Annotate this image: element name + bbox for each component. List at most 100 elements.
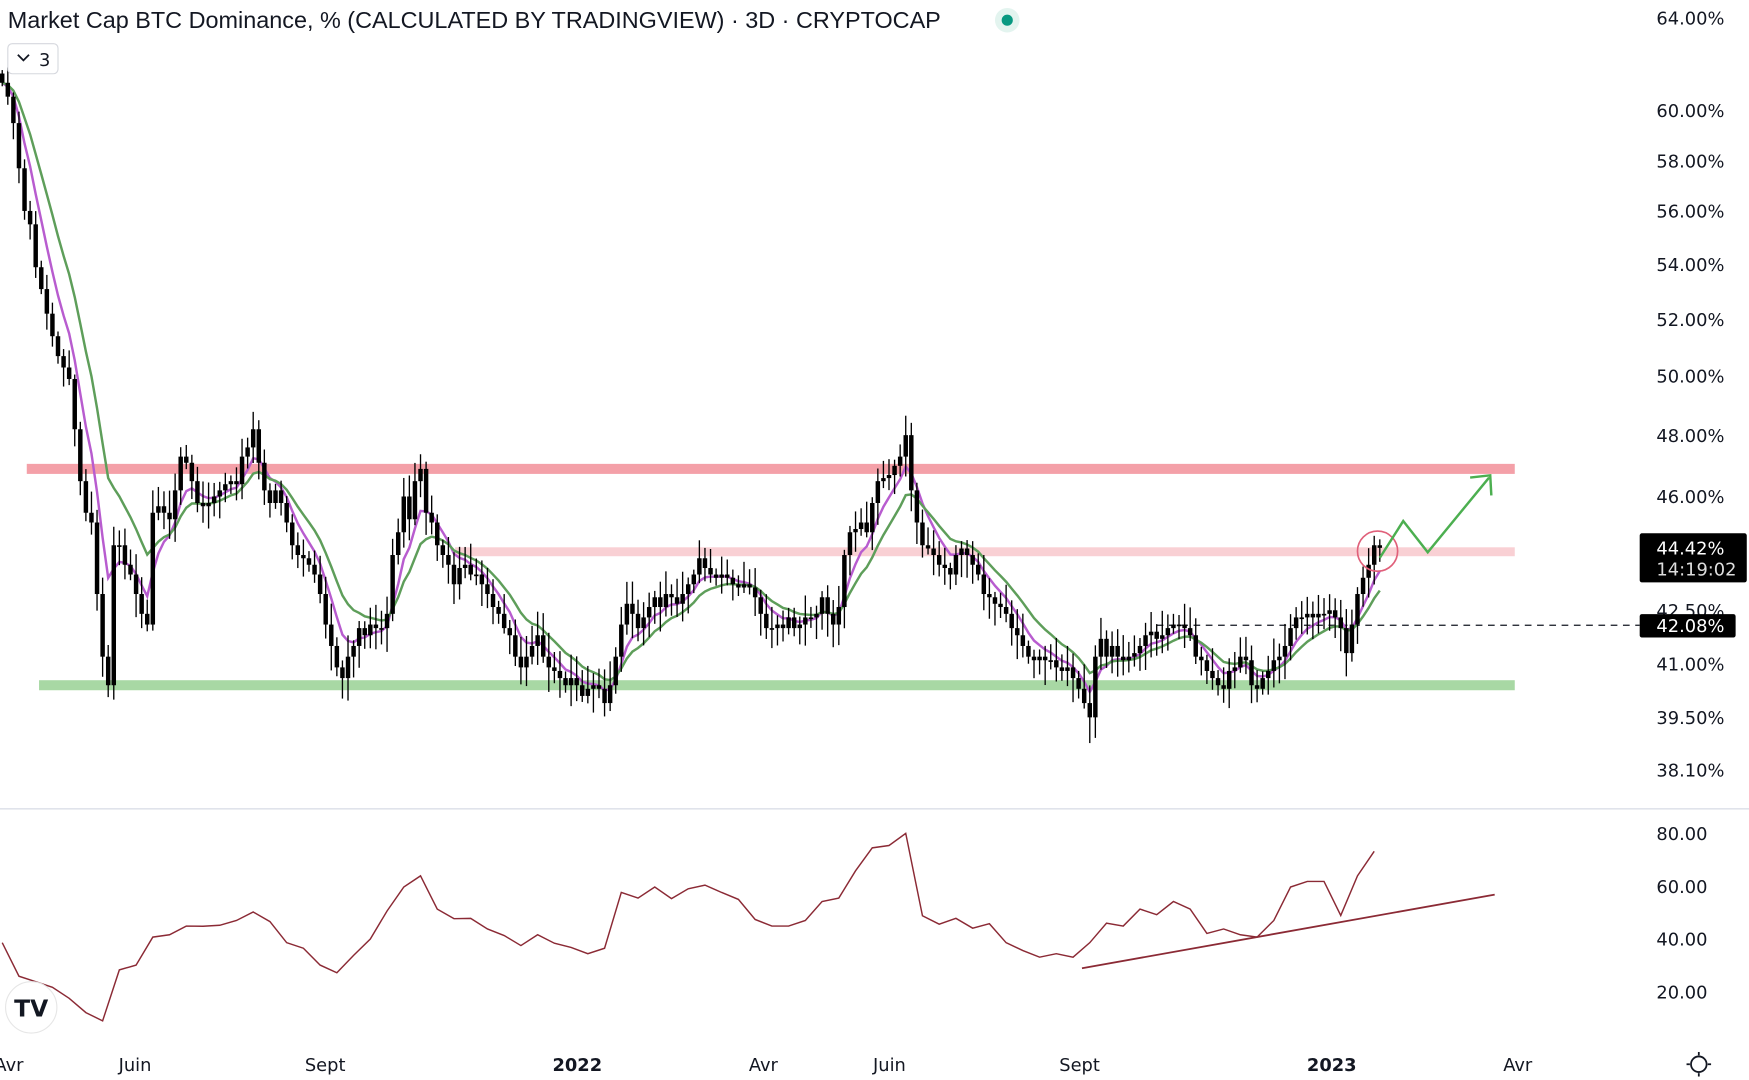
price-tick-label: 56.00% [1656,202,1724,223]
candle-body [630,603,635,614]
candle-body [390,555,395,614]
candle-body [211,496,217,503]
candle-body [100,594,105,657]
candle-body [1148,631,1154,636]
candle-body [897,456,903,466]
candle-body [819,597,825,614]
candle-body [273,490,278,503]
candle-body [691,574,697,585]
projection-arrow [1378,476,1491,559]
drawings [1356,473,1493,573]
indicators-toggle-button[interactable]: 3 [7,43,59,75]
candle-body [540,635,546,657]
resistance-band [26,463,1515,474]
candle-body [1288,628,1293,646]
candle-body [195,481,200,503]
candle-body [1371,545,1377,565]
tradingview-logo[interactable]: TV [5,981,58,1034]
candle-body [66,367,72,379]
candle-body [1327,610,1332,614]
candle-body [1299,617,1304,620]
candle-body [1037,656,1042,661]
candle-body [619,624,624,657]
candle-body [189,462,195,482]
candle-body [61,356,66,368]
time-axis[interactable]: Avr Juin Sept 2022 Avr Juin Sept 2023 Avr [0,1055,1533,1076]
candlestick-series [0,67,1383,744]
candle-body [228,481,234,485]
candle-body [1266,670,1271,679]
candle-body [925,545,931,549]
candle-body [535,635,540,646]
candle-body [1254,685,1260,689]
price-tick-label: 48.00% [1656,426,1724,447]
candle-body [1176,624,1182,627]
price-tick-label: 52.00% [1656,310,1724,331]
time-tick-label: Juin [872,1055,906,1076]
price-tick-label: 64.00% [1656,9,1724,30]
candle-body [546,656,552,668]
candle-body [200,502,206,507]
candle-body [1059,667,1065,671]
market-status-dot[interactable] [1001,14,1013,26]
candle-body [1182,624,1187,629]
candle-body [1098,638,1104,657]
candle-body [446,555,451,565]
candle-body [976,564,981,575]
candle-body [881,478,886,482]
candle-body [948,568,953,575]
candle-body [262,462,267,491]
candle-body [317,574,323,595]
time-tick-label: Avr [749,1055,779,1076]
candle-body [479,574,485,585]
candle-body [836,607,842,625]
candle-body [1321,613,1327,616]
candle-body [1210,670,1215,679]
candle-body [1277,656,1282,661]
candle-body [596,685,602,689]
candle-body [1065,667,1070,671]
candle-body [133,574,139,595]
candle-body [156,506,161,513]
candle-body [362,628,367,636]
candle-body [1093,656,1098,718]
candle-body [1126,656,1132,661]
candle-body [150,512,156,625]
candle-body [557,670,563,679]
gear-icon[interactable] [1686,1051,1712,1077]
candle-body [457,568,462,585]
candle-body [1332,610,1338,618]
candle-body [758,597,763,614]
time-tick-label: 2022 [553,1055,603,1076]
candle-body [680,594,685,604]
candle-body [501,613,507,629]
candle-body [959,548,964,556]
ma-fast-line [1,81,1381,695]
rsi-axis[interactable]: 80.00 60.00 40.00 20.00 [1656,824,1707,1003]
candle-body [641,617,646,629]
candle-body [418,468,423,482]
candle-body [1070,667,1076,679]
candle-body [1355,594,1360,625]
candle-body [117,545,122,547]
candle-body [172,490,178,520]
candle-body [518,656,524,668]
candle-body [1109,645,1115,657]
candle-body [256,429,262,463]
price-tick-label: 60.00% [1656,101,1724,122]
candle-body [903,435,908,457]
candle-body [697,558,702,575]
candle-body [11,96,16,124]
candle-body [435,522,440,546]
candle-body [323,594,328,625]
candle-body [524,656,529,668]
candle-body [1187,628,1193,636]
candle-body [161,506,167,513]
price-axis[interactable]: 64.00% 60.00% 58.00% 56.00% 54.00% 52.00% 50.0… [1656,9,1724,782]
candle-body [39,267,44,290]
candle-body [105,656,111,686]
candle-body [368,624,373,636]
candle-body [1121,656,1126,661]
candle-body [909,435,914,491]
